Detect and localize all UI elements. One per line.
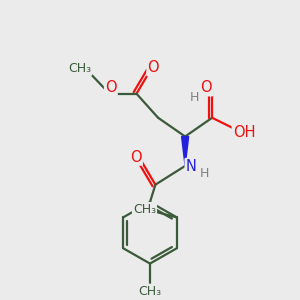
Text: CH₃: CH₃ [138,285,162,298]
Text: O: O [105,80,117,95]
Text: N: N [186,159,196,174]
Polygon shape [182,136,189,166]
Text: CH₃: CH₃ [133,203,156,216]
Text: CH₃: CH₃ [68,62,91,75]
Text: OH: OH [233,125,255,140]
Text: H: H [190,91,199,104]
Text: O: O [147,60,159,75]
Text: O: O [130,150,142,165]
Text: O: O [200,80,212,95]
Text: H: H [200,167,209,180]
